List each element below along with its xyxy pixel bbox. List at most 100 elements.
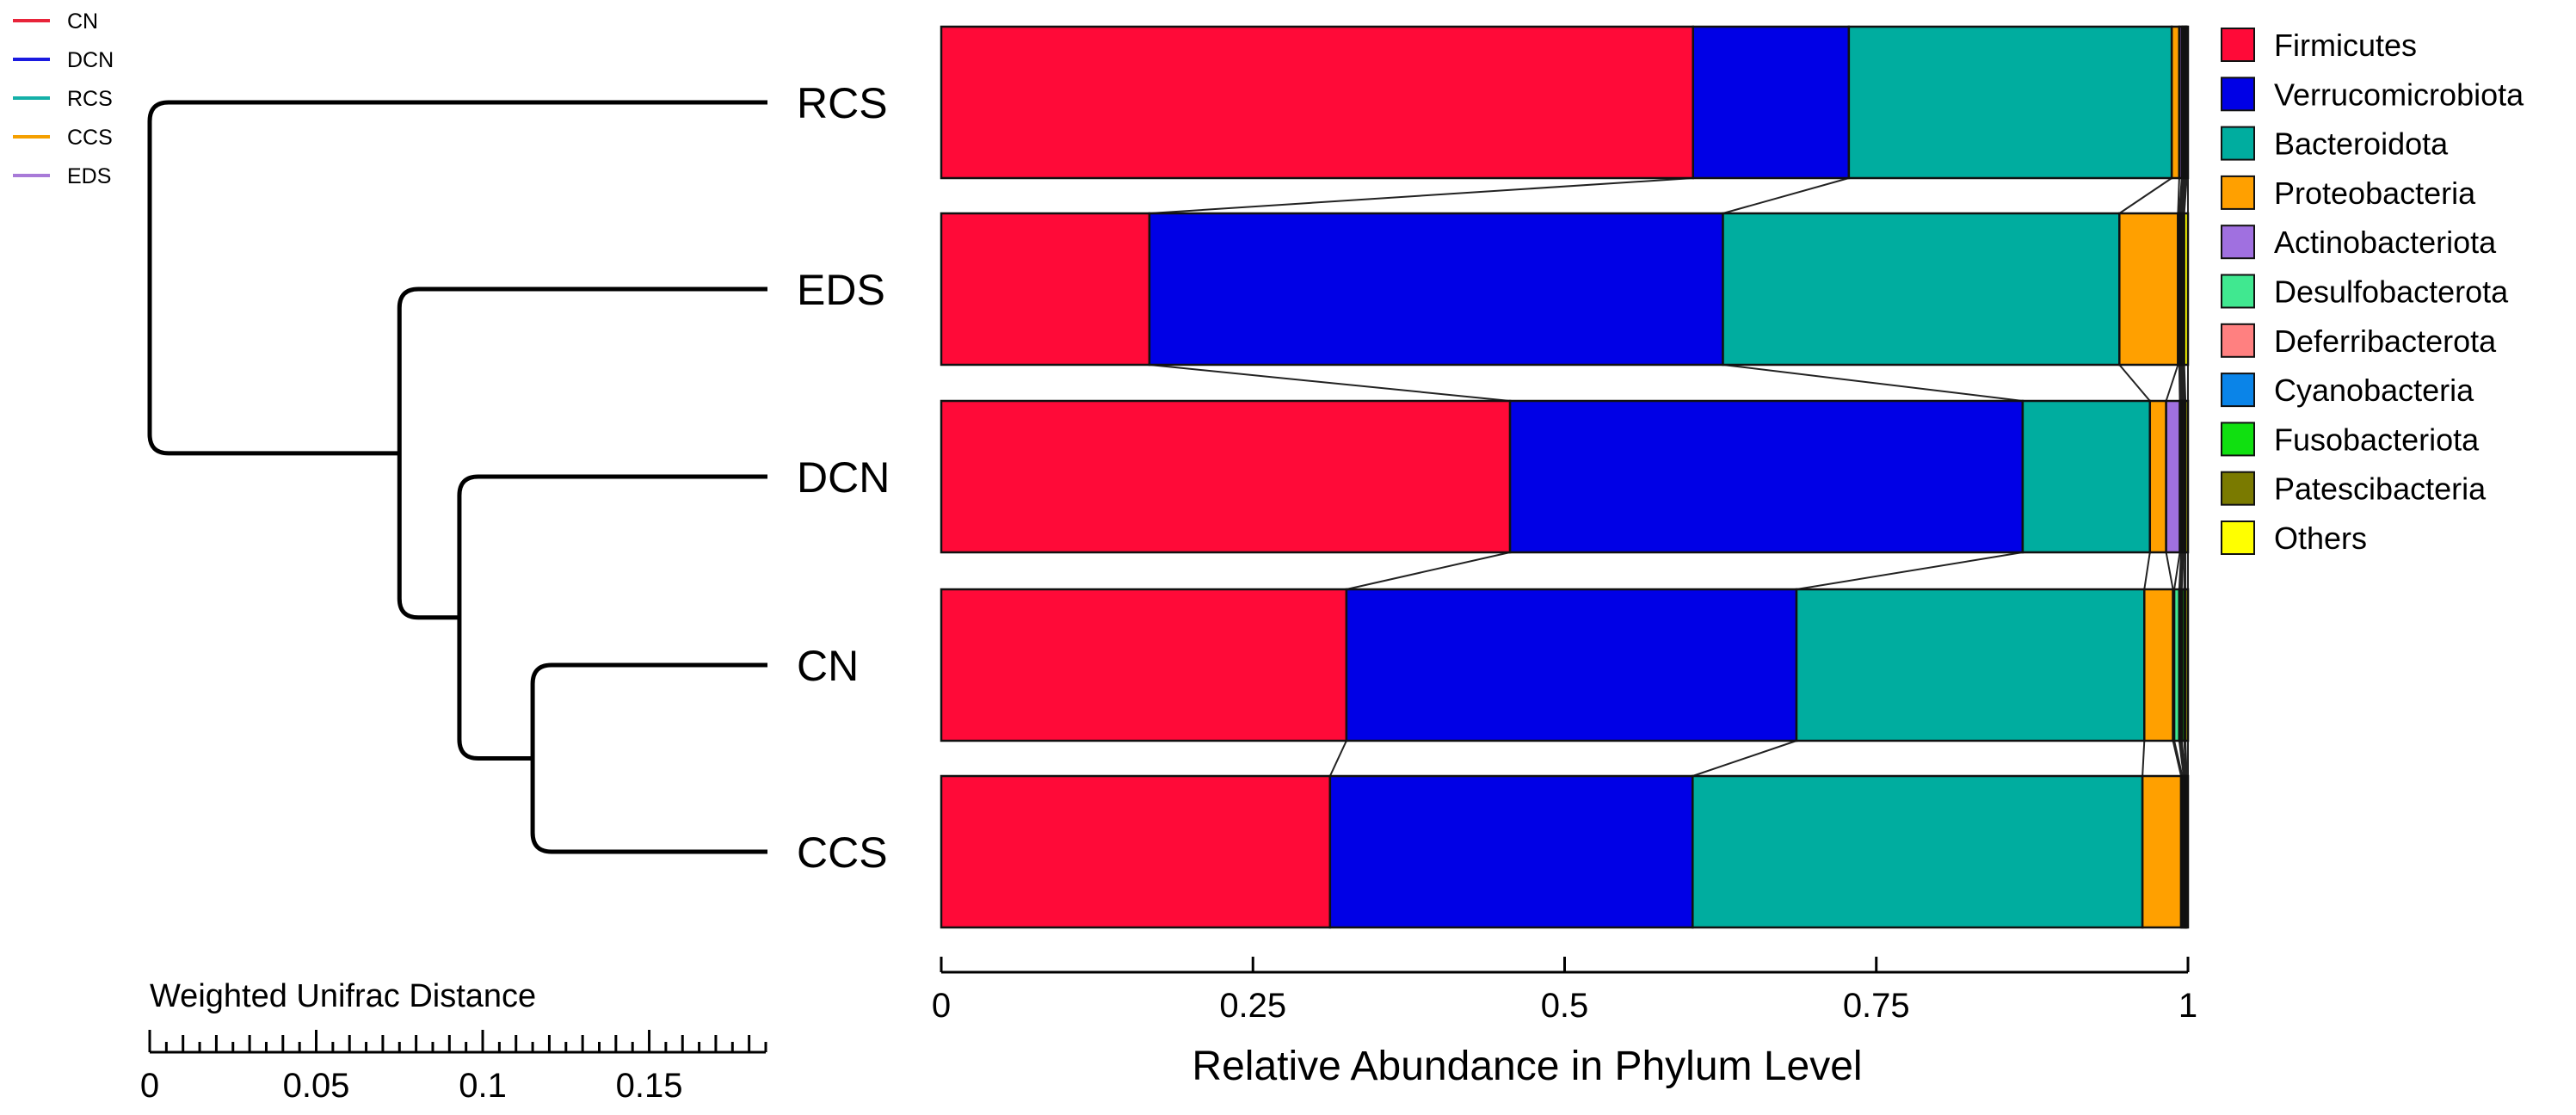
bar-segment-cn-verrucomicrobiota [1345,588,1798,742]
dendro-legend-label-ccs: CCS [67,126,113,150]
bar-segment-cn-others [2184,588,2190,742]
abundance-tick-label: 0.75 [1843,987,1910,1025]
connector-line [2165,364,2179,402]
connector-line [1149,177,1693,214]
phylum-legend: Firmicutes Verrucomicrobiota Bacteroidota P… [2221,28,2524,556]
connector-line [2178,551,2183,590]
connector-line [2165,551,2174,590]
stacked-bars [940,25,2190,929]
dendro-legend-label-dcn: DCN [67,48,114,72]
bar-segment-rcs-proteobacteria [2170,25,2181,180]
dendrogram-panel: RCS EDS DCN CN CCS [147,79,890,877]
connector-line [2177,177,2180,214]
bar-segment-rcs-others [2185,25,2190,180]
distance-tick-label: 0.15 [616,1067,683,1105]
connector-line [1149,364,1511,402]
connector-line [2142,740,2146,777]
legend-label-fusobacteriota: Fusobacteriota [2274,422,2480,457]
bar-segment-rcs-verrucomicrobiota [1692,25,1851,180]
legend-label-patescibacteria: Patescibacteria [2274,471,2487,507]
dendro-legend-label-rcs: RCS [67,87,113,111]
connector-line [1346,551,1511,590]
legend-swatch [2221,373,2255,408]
abundance-tick-label: 0 [932,987,951,1025]
connector-line [2179,177,2185,214]
legend-swatch [2221,323,2255,358]
connector-line [2178,177,2183,214]
bar-segment-eds-proteobacteria [2118,212,2179,367]
connector-line [1722,364,2024,402]
connector-line [2178,364,2181,402]
dendrogram-branch-2 [457,474,767,761]
legend-swatch [2221,77,2255,112]
abundance-axis-title: Relative Abundance in Phylum Level [1192,1044,1862,1089]
bar-segment-ccs-proteobacteria [2141,774,2183,929]
dendrogram-branch-4 [147,100,767,456]
bar-segment-cn-bacteroidota [1795,588,2146,742]
bar-segment-dcn-actinobacteriota [2165,399,2181,554]
legend-swatch [2221,274,2255,309]
dendrogram-branch-3 [397,286,767,620]
legend-label-bacteroidota: Bacteroidota [2274,126,2449,162]
legend-label-desulfobacterota: Desulfobacterota [2274,274,2509,310]
bar-segment-dcn-others [2184,399,2190,554]
connector-line [1328,740,1347,777]
connector-line [2183,177,2188,214]
abundance-tick-label: 0.5 [1541,987,1589,1025]
leaf-label-ccs: CCS [797,829,888,877]
connector-line [2185,740,2188,777]
connector-line [2180,551,2185,590]
bar-connectors [1149,177,2189,777]
connector-line [2180,364,2184,402]
bar-segment-dcn-firmicutes [940,399,1512,554]
connector-line [2118,364,2151,402]
bar-segment-rcs-firmicutes [940,25,1694,180]
leaf-label-dcn: DCN [797,453,890,502]
connector-line [2173,551,2181,590]
legend-swatch [2221,175,2255,210]
connector-line [1796,551,2024,590]
distance-tick-label: 0.05 [283,1067,350,1105]
bar-segment-dcn-verrucomicrobiota [1508,399,2024,554]
bar-segment-eds-bacteroidota [1722,212,2121,367]
dendro-legend-label-cn: CN [67,9,98,34]
legend-label-proteobacteria: Proteobacteria [2274,176,2476,211]
abundance-tick-label: 1 [2179,987,2197,1025]
connector-line [1722,177,1850,214]
dendrogram-branch-1 [530,662,767,854]
legend-label-actinobacteriota: Actinobacteriota [2274,225,2497,260]
distance-axis-title: Weighted Unifrac Distance [150,978,536,1014]
legend-swatch [2221,422,2255,457]
connector-line [2143,551,2151,590]
bar-segment-ccs-verrucomicrobiota [1328,774,1694,929]
bar-segment-rcs-bacteroidota [1847,25,2173,180]
connector-line [2172,740,2183,777]
distance-tick-label: 0 [140,1067,159,1105]
legend-swatch [2221,28,2255,62]
abundance-tick-label: 0.25 [1219,987,1286,1025]
legend-swatch [2221,126,2255,161]
connector-line [1692,740,1797,777]
leaf-label-eds: EDS [797,266,885,314]
legend-label-deferribacterota: Deferribacterota [2274,323,2497,359]
bar-segment-ccs-others [2185,774,2190,929]
legend-label-verrucomicrobiota: Verrucomicrobiota [2274,77,2524,112]
connector-line [2173,740,2184,777]
dendro-legend-label-eds: EDS [67,164,111,188]
distance-scale-axis: Weighted Unifrac Distance 0 0.05 0.1 0.15 [140,978,767,1105]
legend-label-cyanobacteria: Cyanobacteria [2274,373,2474,408]
bar-segment-ccs-bacteroidota [1692,774,2144,929]
bar-segment-eds-others [2183,212,2190,367]
leaf-label-cn: CN [797,642,859,690]
distance-tick-label: 0.1 [459,1067,507,1105]
bar-segment-dcn-proteobacteria [2148,399,2167,554]
bar-segment-eds-verrucomicrobiota [1148,212,1724,367]
connector-line [2179,551,2184,590]
connector-line [2118,177,2172,214]
legend-label-firmicutes: Firmicutes [2274,28,2417,63]
bar-segment-cn-proteobacteria [2143,588,2174,742]
legend-swatch [2221,225,2255,260]
legend-label-others: Others [2274,521,2367,556]
abundance-axis: Relative Abundance in Phylum Level 0 0.25… [932,957,2197,1089]
